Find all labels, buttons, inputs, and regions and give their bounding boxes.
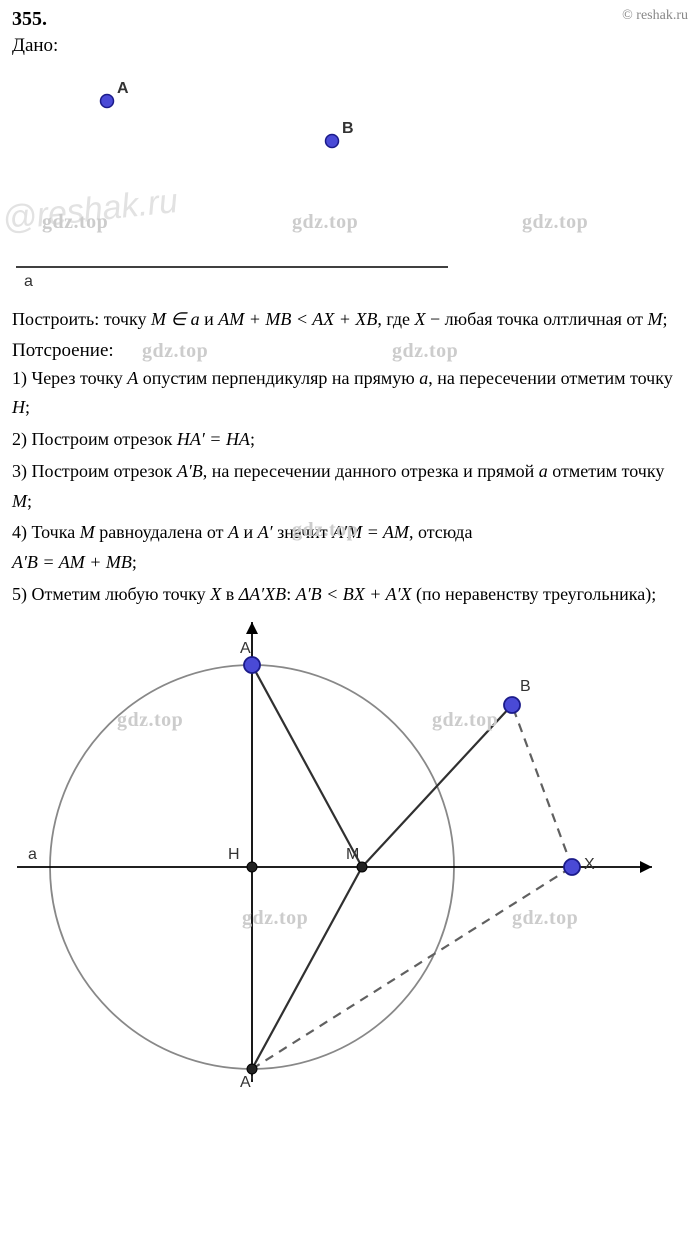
build-statement: Построить: точку M ∈ a и AM + MB < AX + … [12,305,688,334]
step-5: 5) Отметим любую точку X в ΔA′XB: A′B < … [12,580,688,610]
svg-text:H: H [228,846,240,863]
text: 3) Построим отрезок [12,461,177,481]
text: − любая точка олтличная от [425,309,647,329]
math: M ∈ a [151,309,200,329]
text: 2) Построим отрезок [12,429,177,449]
math: A [228,522,239,542]
text: и [200,309,219,329]
watermark-gdz-icon: gdz.top [522,211,588,234]
text: , где [377,309,414,329]
text: опустим перпендикуляр на прямую [138,368,419,388]
svg-text:M: M [346,846,359,863]
text: и [239,522,258,542]
svg-text:A: A [240,640,251,657]
math: A′B = AM + MB [12,552,132,572]
text: (по неравенству треугольника); [412,584,657,604]
math: a [419,368,428,388]
text: , на пересечении данного отрезка и прямо… [203,461,539,481]
step-4: 4) Точка M равноудалена от A и A′ значит… [12,518,688,577]
text: 5) Отметим любую точку [12,584,210,604]
step-2: 2) Построим отрезок HA′ = HA; [12,425,688,455]
text: ; [663,309,668,329]
text: , на пересечении отметим точку [428,368,672,388]
step-3: 3) Построим отрезок A′B, на пересечении … [12,457,688,516]
copyright-text: © reshak.ru [622,8,688,24]
svg-text:a: a [28,846,37,863]
math: M [648,309,663,329]
math: M [80,522,95,542]
problem-number: 355. [12,8,688,31]
text: , отсюда [409,522,473,542]
text: ; [250,429,255,449]
given-label: Дано: [12,35,688,57]
svg-text:a: a [24,273,33,290]
text: 4) Точка [12,522,80,542]
math: A′M = AM [332,522,409,542]
steps-block: 1) Через точку A опустим перпендикуляр н… [12,364,688,610]
math: a [539,461,548,481]
svg-text:A': A' [240,1074,254,1091]
math: A′B [177,461,203,481]
text: ; [25,397,30,417]
text: равноудалена от [95,522,228,542]
text: : [286,584,296,604]
math: AM + MB < AX + XB [218,309,377,329]
math: M [12,491,27,511]
math: H [12,397,25,417]
svg-text:X: X [584,856,595,873]
figure2-svg: a A B H M X A' [12,617,692,1092]
math: X [414,309,425,329]
math: A′B < BX + A′X [296,584,412,604]
figure-given: aAB @reshak.ru gdz.top gdz.top gdz.top [12,61,452,291]
construction-label: Потсроение: [12,340,688,362]
text: отметим точку [548,461,665,481]
step-1: 1) Через точку A опустим перпендикуляр н… [12,364,688,423]
figure1-svg: a A B [12,61,452,291]
math: A′ [258,522,273,542]
math: HA′ = HA [177,429,250,449]
svg-text:A: A [117,80,129,97]
text: Построить: точку [12,309,151,329]
math: ΔA′XB [239,584,287,604]
figure-construction: aABHMXA' gdz.top gdz.top gdz.top gdz.top [12,617,688,1097]
text: значит [273,522,333,542]
text: в [221,584,239,604]
svg-text:B: B [342,120,354,137]
math: X [210,584,221,604]
text: 1) Через точку [12,368,127,388]
svg-text:B: B [520,678,531,695]
math: A [127,368,138,388]
text: ; [27,491,32,511]
text: ; [132,552,137,572]
